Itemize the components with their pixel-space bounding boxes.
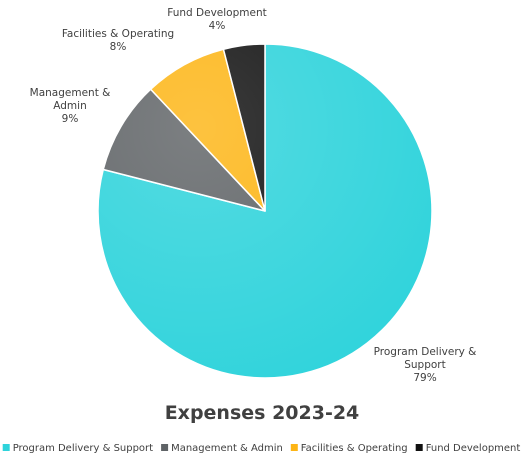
- legend-swatch: [2, 444, 10, 451]
- legend-swatch: [415, 444, 423, 451]
- legend-label: Program Delivery & Support: [13, 443, 153, 454]
- slice-name-line: Facilities & Operating: [62, 28, 174, 40]
- chart-title: Expenses 2023-24: [165, 402, 360, 424]
- legend-item-program-delivery-and-support: Program Delivery & Support: [2, 443, 153, 454]
- slice-label-fund-development: Fund Development 4%: [167, 7, 266, 32]
- slice-name-line: Fund Development: [167, 7, 266, 19]
- legend-item-fund-development: Fund Development: [415, 443, 521, 454]
- slice-value-label: 79%: [413, 372, 436, 384]
- slice-name-line: Management &: [30, 87, 111, 99]
- slice-label-facilities-and-operating: Facilities & Operating 8%: [62, 28, 174, 53]
- slice-labels: Program Delivery & Support 79% Management &…: [30, 7, 477, 384]
- slice-name-line: Support: [404, 359, 446, 371]
- legend: Program Delivery & Support Management & A…: [2, 443, 521, 454]
- pie-slices: [97, 43, 433, 379]
- legend-label: Facilities & Operating: [301, 443, 408, 454]
- slice-label-program-delivery-and-support: Program Delivery & Support 79%: [374, 346, 477, 384]
- legend-swatch: [161, 444, 169, 451]
- slice-name-line: Admin: [53, 100, 86, 112]
- legend-item-facilities-and-operating: Facilities & Operating: [290, 443, 408, 454]
- legend-label: Management & Admin: [171, 443, 283, 454]
- slice-value-label: 4%: [209, 20, 226, 32]
- slice-label-management-and-admin: Management & Admin 9%: [30, 87, 111, 125]
- slice-name-line: Program Delivery &: [374, 346, 477, 358]
- slice-value-label: 8%: [110, 41, 127, 53]
- slice-value-label: 9%: [62, 113, 79, 125]
- legend-label: Fund Development: [426, 443, 521, 454]
- legend-item-management-and-admin: Management & Admin: [161, 443, 283, 454]
- legend-swatch: [290, 444, 298, 451]
